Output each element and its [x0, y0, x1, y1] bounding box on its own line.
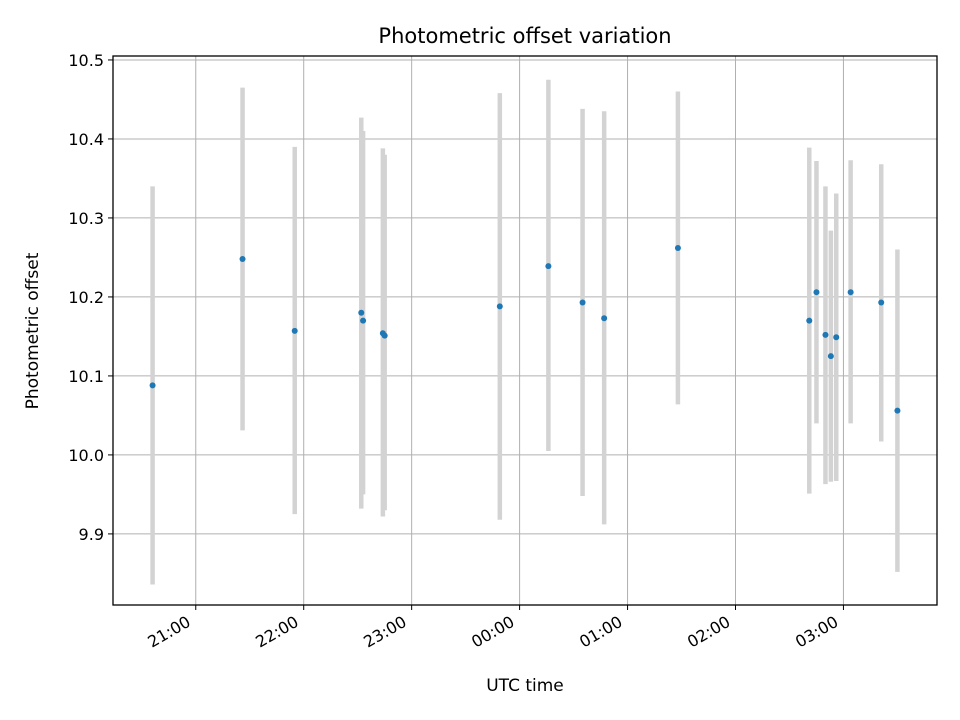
data-point: [827, 353, 834, 360]
y-tick-label: 10.1: [68, 367, 104, 386]
data-points: [149, 244, 901, 414]
data-point: [813, 289, 820, 296]
data-point: [822, 331, 829, 338]
plot-frame: [112, 55, 938, 606]
data-point: [579, 299, 586, 306]
data-point: [291, 327, 298, 334]
y-tick-label: 10.3: [68, 209, 104, 228]
y-tick-label: 10.4: [68, 130, 104, 149]
data-point: [239, 256, 246, 263]
data-point: [806, 317, 813, 324]
data-point: [847, 289, 854, 296]
data-point: [545, 263, 552, 270]
y-axis-label: Photometric offset: [23, 252, 43, 409]
chart-title: Photometric offset variation: [378, 24, 671, 48]
data-point: [496, 303, 503, 310]
y-tick-label: 10.5: [68, 51, 104, 70]
data-point: [360, 317, 367, 324]
data-point: [833, 334, 840, 341]
data-point: [381, 332, 388, 339]
data-point: [894, 407, 901, 414]
y-tick-label: 10.0: [68, 446, 104, 465]
data-point: [878, 299, 885, 306]
y-tick-label: 9.9: [79, 525, 104, 544]
data-point: [358, 309, 365, 316]
x-axis-label: UTC time: [486, 676, 564, 696]
y-tick-label: 10.2: [68, 288, 104, 307]
data-point: [674, 244, 681, 251]
grid: [113, 56, 937, 605]
data-point: [149, 382, 156, 389]
data-point: [601, 315, 608, 322]
